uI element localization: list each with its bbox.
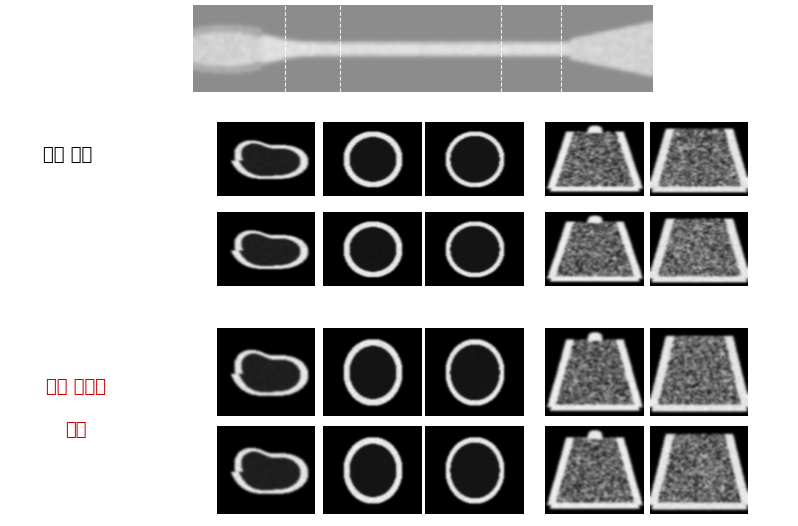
Text: 사료: 사료 [65,421,87,439]
Text: Distal: Distal [638,308,677,321]
Text: 일반 사료: 일반 사료 [43,146,93,165]
Text: .#6-3: .#6-3 [177,465,208,475]
Text: #7-3: #7-3 [179,248,206,258]
Text: 칡즙 부산물: 칡즙 부산물 [46,378,106,396]
Text: #1-3: #1-3 [179,158,206,168]
Text: Proximal: Proximal [328,104,386,116]
Text: Proximal: Proximal [328,308,386,321]
Text: #5-1: #5-1 [179,367,206,377]
Text: Distal: Distal [638,104,677,116]
